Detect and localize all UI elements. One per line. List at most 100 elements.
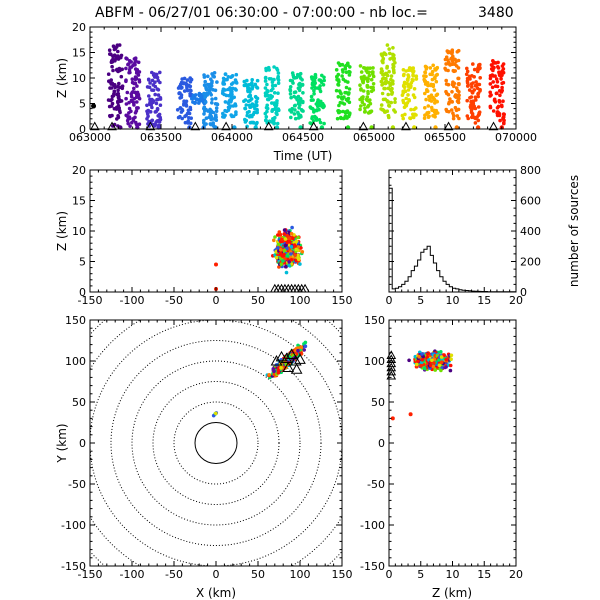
time-height-source	[114, 57, 118, 61]
time-height-source	[124, 78, 128, 82]
height-y-x-tick-label: 10	[446, 568, 460, 581]
time-height-source	[298, 103, 302, 107]
x-height-source	[283, 237, 288, 241]
time-height-source	[387, 69, 391, 74]
time-height-source	[135, 84, 139, 88]
time-height-source	[471, 62, 475, 66]
time-height-source	[472, 115, 477, 120]
time-height-source	[233, 78, 238, 82]
time-height-source	[410, 77, 415, 82]
time-height-source	[183, 114, 187, 119]
time-height-source	[499, 90, 504, 94]
time-height-source	[343, 64, 348, 69]
time-height-source	[124, 66, 128, 71]
time-height-source	[319, 79, 324, 84]
height-histogram-outline	[388, 187, 516, 293]
time-height-source	[268, 93, 273, 98]
range-ring	[110, 340, 322, 546]
time-height-source	[125, 114, 129, 118]
height-y-points	[386, 349, 454, 421]
time-height-source	[495, 84, 500, 89]
time-height-ground-strike	[89, 121, 100, 131]
time-height-source	[248, 98, 252, 103]
x-height-source	[296, 235, 300, 240]
time-height-source	[389, 74, 394, 78]
time-height-source	[298, 76, 303, 80]
time-height-source	[290, 106, 295, 111]
time-height-source	[133, 67, 138, 71]
time-height-source	[222, 115, 226, 119]
time-height-source	[247, 109, 251, 114]
time-height-source	[446, 82, 451, 87]
time-height-source	[293, 90, 298, 94]
plan-view-y-tick-label: -50	[68, 478, 86, 491]
x-height-source	[290, 225, 294, 230]
x-height-source	[214, 262, 218, 267]
time-height-source	[293, 108, 297, 112]
time-height-source	[386, 100, 391, 104]
time-height-source	[371, 72, 375, 76]
time-height-source	[209, 117, 213, 122]
time-height-source	[450, 56, 454, 60]
time-height-source	[127, 59, 132, 63]
time-height-source	[313, 72, 318, 77]
time-height-source	[269, 88, 274, 93]
time-height-source	[454, 108, 459, 113]
height-y-y-tick-label: -150	[360, 560, 385, 573]
x-height-y-tick-label: 20	[72, 164, 86, 177]
plan-view-source	[279, 366, 283, 370]
x-height-source	[287, 263, 291, 268]
plan-view-y-tick-label: 150	[65, 314, 86, 327]
time-height-source	[406, 73, 410, 77]
plan-view-y-tick-label: 100	[65, 355, 86, 368]
time-height-source	[127, 106, 132, 111]
time-height-source	[406, 93, 410, 97]
time-height-source	[276, 81, 281, 85]
time-height-source	[150, 118, 155, 123]
time-height-source	[312, 89, 316, 93]
x-height-axes: -150 -100 -50 0 50 100 150 0 5 10 15 20	[72, 164, 353, 307]
time-height-source	[361, 89, 366, 93]
time-height-source	[387, 115, 391, 120]
height-y-x-tick-label: 5	[417, 568, 424, 581]
plan-view-x-tick-label: 100	[290, 568, 311, 581]
time-height-source	[263, 79, 268, 83]
histogram-x-tick-label: 15	[477, 294, 491, 307]
time-height-source	[312, 109, 317, 113]
time-height-source	[155, 75, 160, 80]
time-height-source	[214, 113, 218, 117]
time-height-source	[400, 113, 405, 118]
histogram-x-tick-label: 0	[386, 294, 393, 307]
x-height-y-tick-label: 0	[79, 286, 86, 299]
height-y-panel: 0 5 10 15 20 -150 -100 -50 0 50 100 150 Z (km)	[360, 314, 523, 600]
time-height-source	[234, 72, 239, 77]
time-height-source	[157, 112, 162, 117]
time-height-source	[106, 98, 111, 102]
time-height-source	[407, 68, 411, 72]
time-height-source	[295, 72, 300, 77]
x-height-source	[274, 255, 279, 260]
time-height-source	[155, 97, 159, 102]
time-height-source	[109, 86, 114, 90]
time-height-source	[182, 76, 187, 81]
time-height-source	[344, 90, 349, 95]
height-y-y-tick-label: 100	[364, 355, 385, 368]
time-height-source	[193, 93, 198, 97]
time-height-source	[362, 102, 367, 107]
time-height-source	[474, 80, 478, 84]
x-height-y-tick-label: 5	[79, 256, 86, 269]
time-height-x-tick-label: 065000	[353, 131, 395, 144]
x-height-source	[280, 237, 284, 242]
time-height-source	[264, 115, 269, 119]
time-height-source	[423, 70, 427, 74]
time-height-source	[456, 76, 461, 81]
height-y-source	[422, 366, 427, 371]
time-height-source	[188, 121, 193, 126]
x-height-x-tick-label: 50	[251, 294, 265, 307]
height-y-source	[439, 350, 443, 354]
time-height-source	[254, 103, 259, 108]
time-height-source	[117, 43, 122, 47]
time-height-source	[119, 99, 124, 103]
time-height-source	[473, 95, 478, 99]
time-height-source	[254, 99, 259, 104]
